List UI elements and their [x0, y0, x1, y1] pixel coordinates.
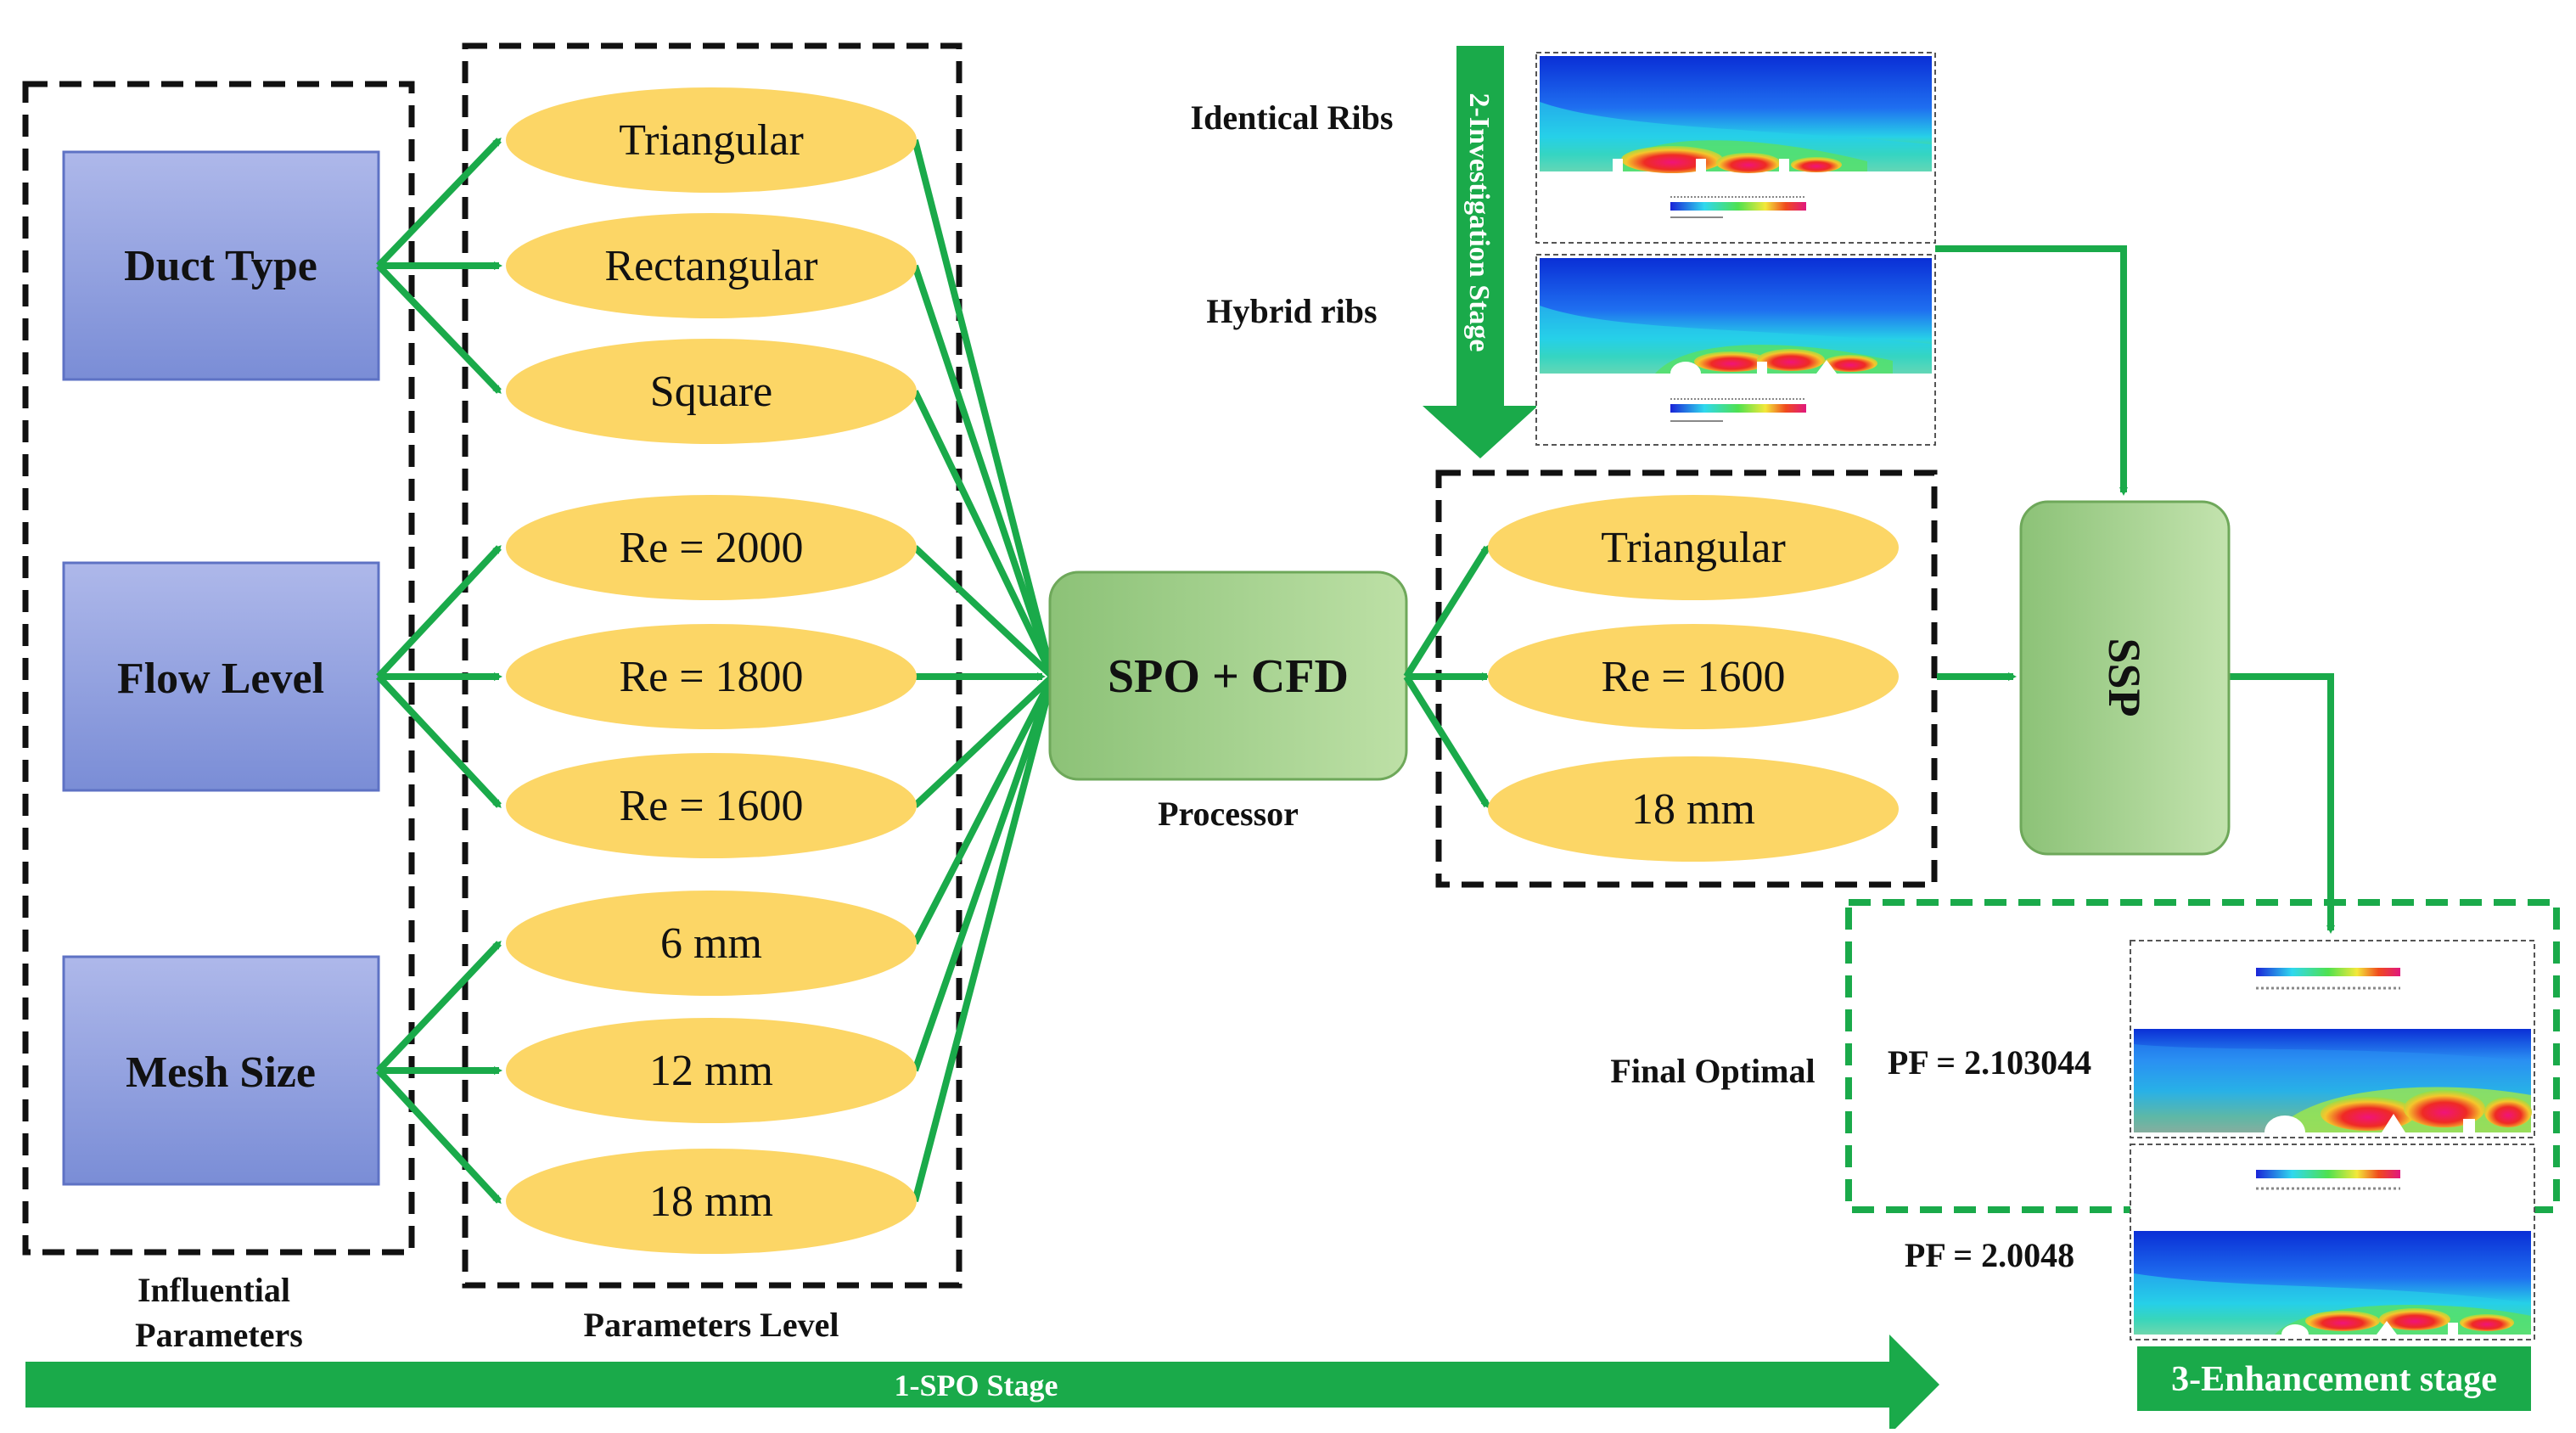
level-re-1800: Re = 1800 [506, 624, 917, 729]
investigation-stage-arrow: 2-Investigation Stage [1423, 46, 1538, 458]
ssp-box: SSP [2019, 500, 2231, 856]
level-ellipses: Triangular Rectangular Square Re = 2000 … [506, 87, 917, 1254]
parameters-level-frame [462, 42, 962, 1289]
factor-label-flow-level: Flow Level [117, 655, 324, 703]
influential-parameters-caption-line2: Parameters [135, 1316, 303, 1354]
pf-final-value: PF = 2.103044 [1888, 1043, 2091, 1082]
contour-plot-identical-ribs [1535, 52, 1936, 244]
processor-label: SPO + CFD [1108, 650, 1349, 703]
factor-to-level-arrows [376, 138, 502, 1204]
level-re-1600: Re = 1600 [506, 753, 917, 858]
influential-parameters-frame [22, 81, 415, 1256]
contour-plot-final-optimal-b [2130, 1144, 2535, 1340]
enhancement-stage-banner: 3-Enhancement stage [2137, 1346, 2531, 1411]
optimal-label: Triangular [1601, 524, 1786, 572]
level-label: Square [650, 368, 772, 416]
pf-second-value: PF = 2.0048 [1905, 1236, 2074, 1274]
processor-box: SPO + CFD [1048, 570, 1408, 781]
level-label: Rectangular [604, 242, 817, 290]
optimal-re-1600: Re = 1600 [1488, 624, 1899, 729]
factor-label-duct-type: Duct Type [124, 242, 317, 290]
identical-ribs-label: Identical Ribs [1191, 98, 1394, 137]
level-to-processor-lines [912, 139, 1056, 1203]
processor-caption: Processor [1158, 795, 1299, 833]
enhancement-stage-label: 3-Enhancement stage [2171, 1360, 2497, 1399]
level-label: Triangular [619, 116, 804, 165]
processor-to-optimal-arrows [1403, 544, 1490, 809]
level-label: Re = 1600 [619, 782, 803, 830]
level-triangular: Triangular [506, 87, 917, 193]
optimal-label: 18 mm [1631, 785, 1755, 834]
level-label: Re = 1800 [619, 653, 803, 701]
optimal-18-mm: 18 mm [1488, 756, 1899, 862]
influential-parameters-caption-line1: Influential [137, 1271, 290, 1309]
optimal-label: Re = 1600 [1601, 653, 1785, 701]
plots-to-ssp-connector [1935, 245, 2335, 934]
spo-stage-label: 1-SPO Stage [895, 1368, 1058, 1402]
factor-box-mesh-size: Mesh Size [62, 955, 380, 1186]
investigation-stage-label: 2-Investigation Stage [1463, 93, 1495, 351]
optimal-level-ellipses: Triangular Re = 1600 18 mm [1488, 495, 1899, 862]
level-re-2000: Re = 2000 [506, 495, 917, 600]
factor-box-flow-level: Flow Level [62, 561, 380, 792]
level-label: Re = 2000 [619, 524, 803, 572]
parameters-level-caption: Parameters Level [584, 1306, 839, 1344]
level-square: Square [506, 339, 917, 444]
level-rectangular: Rectangular [506, 213, 917, 318]
level-label: 12 mm [649, 1047, 773, 1095]
level-12-mm: 12 mm [506, 1018, 917, 1123]
final-optimal-label: Final Optimal [1610, 1052, 1815, 1090]
factor-box-duct-type: Duct Type [62, 150, 380, 381]
factor-label-mesh-size: Mesh Size [126, 1048, 316, 1097]
level-18-mm: 18 mm [506, 1149, 917, 1254]
spo-stage-arrow: 1-SPO Stage [25, 1335, 1939, 1433]
contour-plot-hybrid-ribs [1535, 254, 1936, 446]
level-6-mm: 6 mm [506, 891, 917, 996]
ssp-label: SSP [2099, 638, 2150, 716]
hybrid-ribs-label: Hybrid ribs [1206, 292, 1377, 330]
optimal-triangular: Triangular [1488, 495, 1899, 600]
level-label: 18 mm [649, 1177, 773, 1226]
level-label: 6 mm [660, 919, 762, 968]
contour-plot-final-optimal-a [2130, 940, 2535, 1138]
